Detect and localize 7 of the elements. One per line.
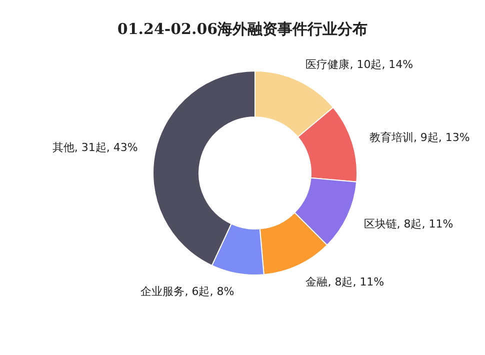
slice-label: 金融, 8起, 11% xyxy=(306,276,384,289)
chart-title: 01.24-02.06海外融资事件行业分布 xyxy=(117,20,368,38)
slice-label: 其他, 31起, 43% xyxy=(52,140,138,154)
slice-label: 区块链, 8起, 11% xyxy=(364,218,454,231)
slice-label: 医疗健康, 10起, 14% xyxy=(306,58,414,72)
slice-label: 教育培训, 9起, 13% xyxy=(369,130,470,144)
slice-label: 企业服务, 6起, 8% xyxy=(140,285,234,298)
